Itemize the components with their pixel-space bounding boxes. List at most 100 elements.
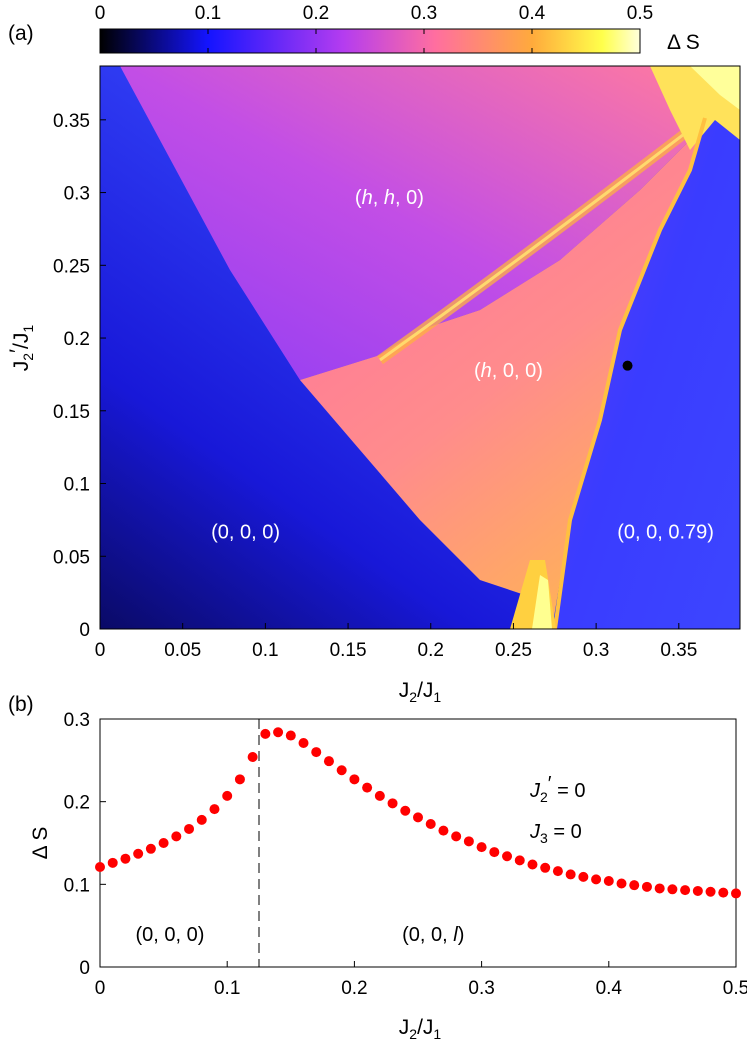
data-point: [705, 886, 716, 897]
y-tick-label: 0.1: [64, 875, 90, 896]
colorbar-tick-label: 0.1: [195, 3, 221, 24]
bright-corner-core: [690, 66, 740, 110]
colorbar-tick-label: 0.4: [519, 3, 546, 24]
data-point: [718, 887, 729, 898]
data-point: [603, 876, 614, 887]
panel-b-xlabel: J2/J1: [399, 1016, 442, 1042]
ridge-core: [379, 116, 706, 362]
y-tick-label: 0.1: [64, 475, 90, 496]
marker-point: [622, 360, 633, 371]
y-tick-label: 0.2: [64, 329, 90, 350]
data-point: [680, 885, 691, 896]
colorbar-gradient: [99, 28, 641, 54]
data-point: [489, 847, 500, 858]
data-point: [641, 881, 652, 892]
panel-a-annotations: (0, 0, 0) (h, h, 0) (h, 0, 0) (0, 0, 0.79): [211, 187, 714, 544]
panel-a-xlabel: J2/J1: [399, 679, 442, 705]
region-h00: [300, 120, 705, 629]
y-tick-label: 0.3: [64, 184, 90, 205]
data-point: [374, 790, 385, 801]
region-label: (0, 0, 0): [211, 522, 280, 544]
panel-b-annotations: (0, 0, 0) (0, 0, l) J2′ = 0 J3 = 0: [95, 719, 741, 967]
data-point: [692, 885, 703, 896]
legend-text-j3: J3 = 0: [529, 821, 582, 846]
data-point: [285, 730, 296, 741]
x-tick-label: 0.3: [583, 640, 609, 661]
data-point: [616, 878, 627, 889]
y-tick-label: 0.2: [64, 793, 90, 814]
data-point: [565, 869, 576, 880]
data-point: [311, 747, 322, 758]
x-tick-label: 0.2: [341, 978, 367, 999]
panel-b-axes: 0 0.1 0.2 0.3 0.4 0.5 0 0.1 0.2 0.3: [64, 710, 747, 999]
y-tick-label: 0.25: [53, 256, 90, 277]
data-point: [629, 880, 640, 891]
data-point: [400, 805, 411, 816]
x-tick-label: 0.1: [214, 978, 240, 999]
data-point: [349, 774, 360, 785]
x-tick-label: 0.35: [660, 640, 697, 661]
colorbar: 0 0.1 0.2 0.3 0.4 0.5 Δ S: [95, 3, 700, 54]
data-point: [463, 836, 474, 847]
data-point: [133, 848, 144, 859]
data-point: [260, 728, 271, 739]
panel-b-frame: [99, 718, 737, 968]
colorbar-ticks: 0 0.1 0.2 0.3 0.4 0.5: [95, 3, 653, 53]
x-tick-label: 0.05: [164, 640, 201, 661]
data-point: [222, 790, 233, 801]
data-point: [362, 782, 373, 793]
data-point: [425, 818, 436, 829]
panel-a-ylabel: J2′/J1: [6, 325, 36, 372]
colorbar-tick-label: 0: [95, 3, 106, 24]
data-point: [552, 866, 563, 877]
panel-a-label: (a): [8, 22, 34, 45]
data-point: [514, 855, 525, 866]
y-tick-label: 0.3: [64, 710, 90, 731]
colorbar-tick-label: 0.3: [411, 3, 437, 24]
y-tick-label: 0.05: [53, 547, 90, 568]
x-tick-label: 0.5: [723, 978, 747, 999]
data-point: [171, 831, 182, 842]
colorbar-tick-label: 0.2: [303, 3, 329, 24]
data-point: [273, 727, 284, 738]
region-label: (h, h, 0): [355, 187, 424, 209]
data-point: [667, 884, 678, 895]
phase-label: (0, 0, 0): [135, 924, 204, 946]
data-point: [95, 861, 105, 872]
boundary-edge: [553, 117, 707, 629]
colorbar-label: Δ S: [667, 31, 700, 54]
region-label: (h, 0, 0): [474, 360, 543, 382]
data-point: [654, 883, 665, 894]
y-tick-label: 0.35: [53, 111, 90, 132]
data-point: [323, 756, 334, 767]
x-tick-label: 0.1: [252, 640, 278, 661]
data-point: [247, 752, 258, 763]
colorbar-tick-label: 0.5: [627, 3, 653, 24]
data-point: [336, 765, 347, 776]
phase-label: (0, 0, l): [402, 924, 464, 946]
data-point: [387, 798, 398, 809]
data-point: [120, 853, 131, 864]
x-tick-label: 0.3: [468, 978, 494, 999]
data-point: [451, 831, 462, 842]
x-tick-label: 0.15: [330, 640, 367, 661]
data-point: [209, 804, 220, 815]
data-point: [145, 843, 156, 854]
data-point: [184, 823, 195, 834]
data-point: [578, 871, 589, 882]
region-0079: [555, 66, 740, 629]
data-point: [438, 825, 449, 836]
data-point: [476, 842, 487, 853]
x-tick-label: 0.2: [418, 640, 444, 661]
bright-spike-core: [532, 575, 552, 629]
panel-b-ylabel: Δ S: [29, 827, 52, 860]
data-point: [731, 888, 741, 899]
data-point: [540, 862, 551, 873]
legend-text-j2prime: J2′ = 0: [529, 773, 585, 805]
data-point: [502, 851, 513, 862]
region-000: [100, 66, 548, 629]
data-point: [158, 838, 169, 848]
heatmap-frame: [99, 65, 741, 630]
y-tick-label: 0: [79, 958, 90, 979]
